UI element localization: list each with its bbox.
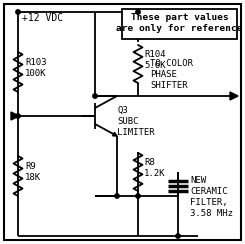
Circle shape [16,114,20,118]
Circle shape [115,194,119,198]
Text: R104
5.6K: R104 5.6K [144,50,166,71]
Text: Q3
SUBC
LIMITER: Q3 SUBC LIMITER [117,106,155,137]
Text: TO COLOR
PHASE
SHIFTER: TO COLOR PHASE SHIFTER [150,59,193,90]
Bar [122,9,237,39]
Polygon shape [11,112,19,120]
Polygon shape [112,132,117,136]
Text: R9
18K: R9 18K [25,162,41,183]
Text: These part values
are only for reference: These part values are only for reference [116,13,243,33]
Text: R8
1.2K: R8 1.2K [144,158,166,178]
Text: R103
100K: R103 100K [25,58,47,78]
Text: +12 VDC: +12 VDC [22,13,63,23]
Circle shape [16,10,20,14]
Text: NEW
CERAMIC
FILTER,
3.58 MHz: NEW CERAMIC FILTER, 3.58 MHz [190,176,233,218]
Circle shape [136,10,140,14]
Circle shape [136,194,140,198]
Circle shape [93,94,97,98]
Polygon shape [230,92,238,100]
Circle shape [176,234,180,238]
